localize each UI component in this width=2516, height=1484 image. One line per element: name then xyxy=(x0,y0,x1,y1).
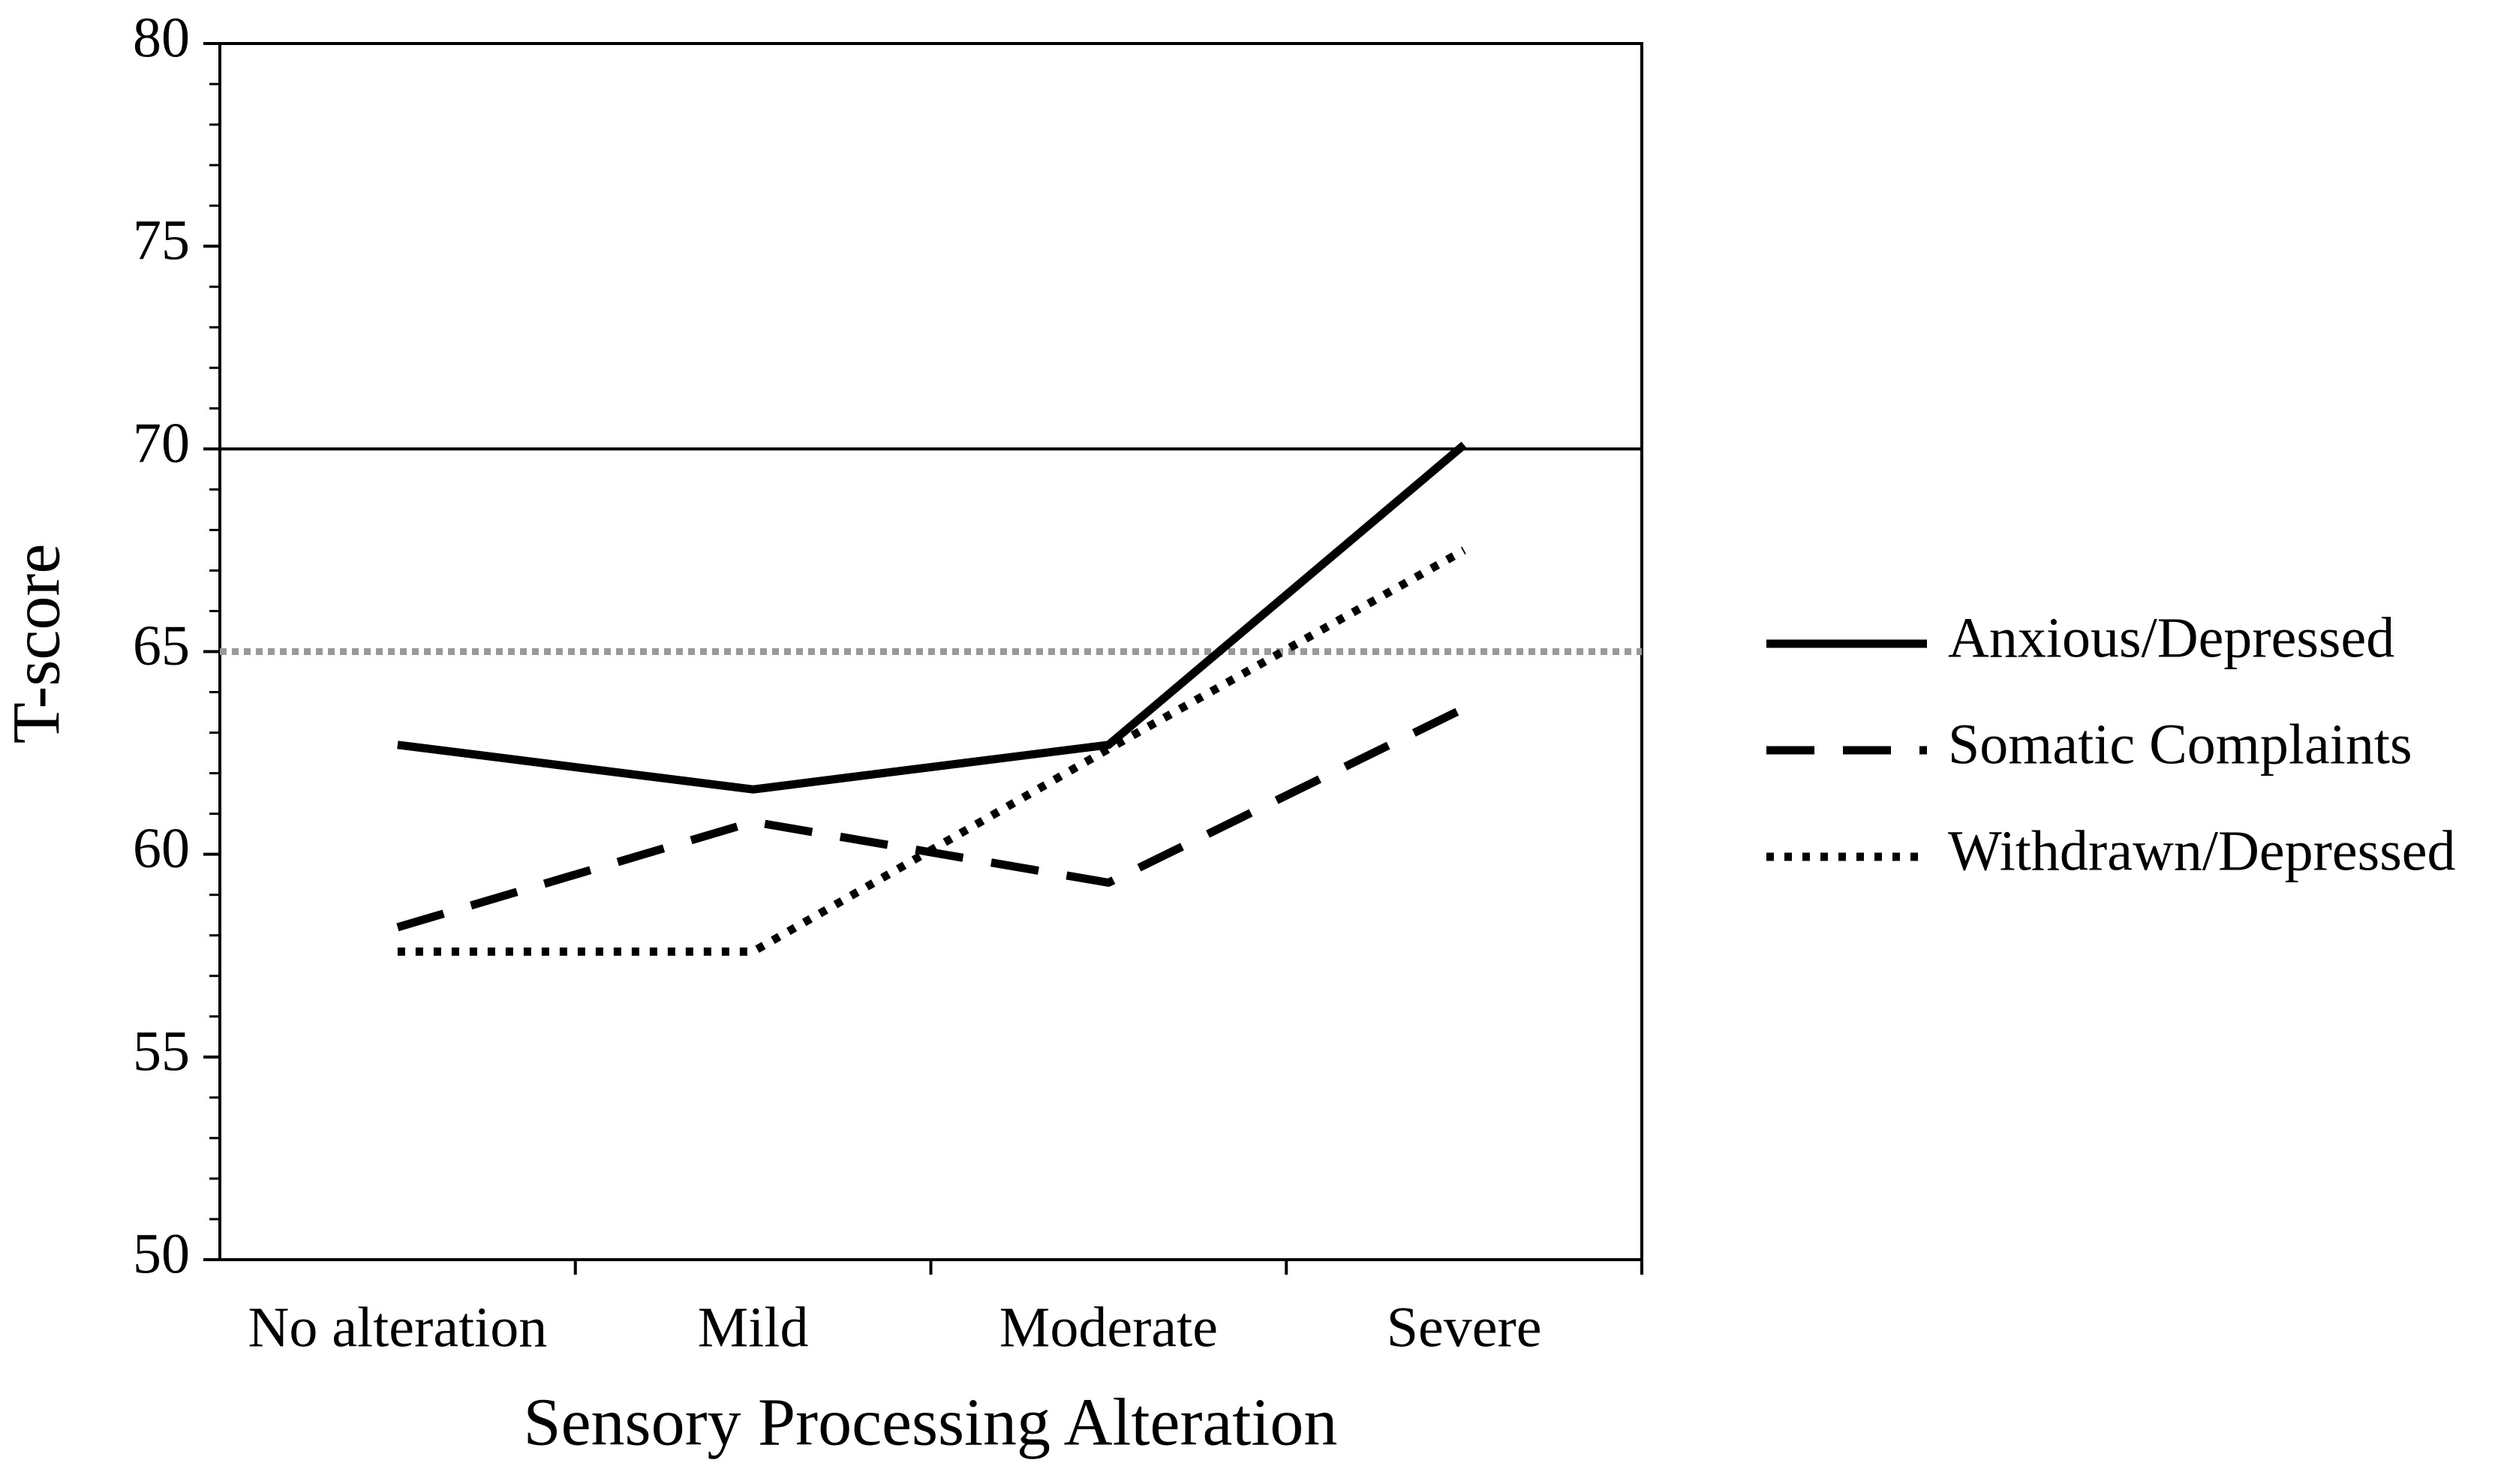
legend-label: Somatic Complaints xyxy=(1948,713,2412,776)
x-tick-label: Mild xyxy=(698,1296,809,1359)
x-axis-title: Sensory Processing Alteration xyxy=(524,1386,1338,1460)
y-tick-label: 55 xyxy=(133,1020,190,1083)
x-tick-label: No alteration xyxy=(248,1296,547,1359)
y-tick-label: 60 xyxy=(133,817,190,880)
x-tick-label: Severe xyxy=(1387,1296,1542,1359)
legend-label: Withdrawn/Depressed xyxy=(1948,819,2456,882)
series-line xyxy=(396,704,1466,932)
y-tick-label: 70 xyxy=(133,412,190,475)
y-axis-title: T-score xyxy=(0,544,74,744)
y-tick-label: 75 xyxy=(133,209,190,272)
legend-label: Anxious/Depressed xyxy=(1948,606,2394,669)
y-tick-label: 50 xyxy=(133,1222,190,1285)
y-tick-label: 65 xyxy=(133,614,190,677)
x-tick-label: Moderate xyxy=(999,1296,1218,1359)
series-line xyxy=(397,441,1467,794)
y-tick-label: 80 xyxy=(133,6,190,69)
series-line xyxy=(397,546,1466,956)
